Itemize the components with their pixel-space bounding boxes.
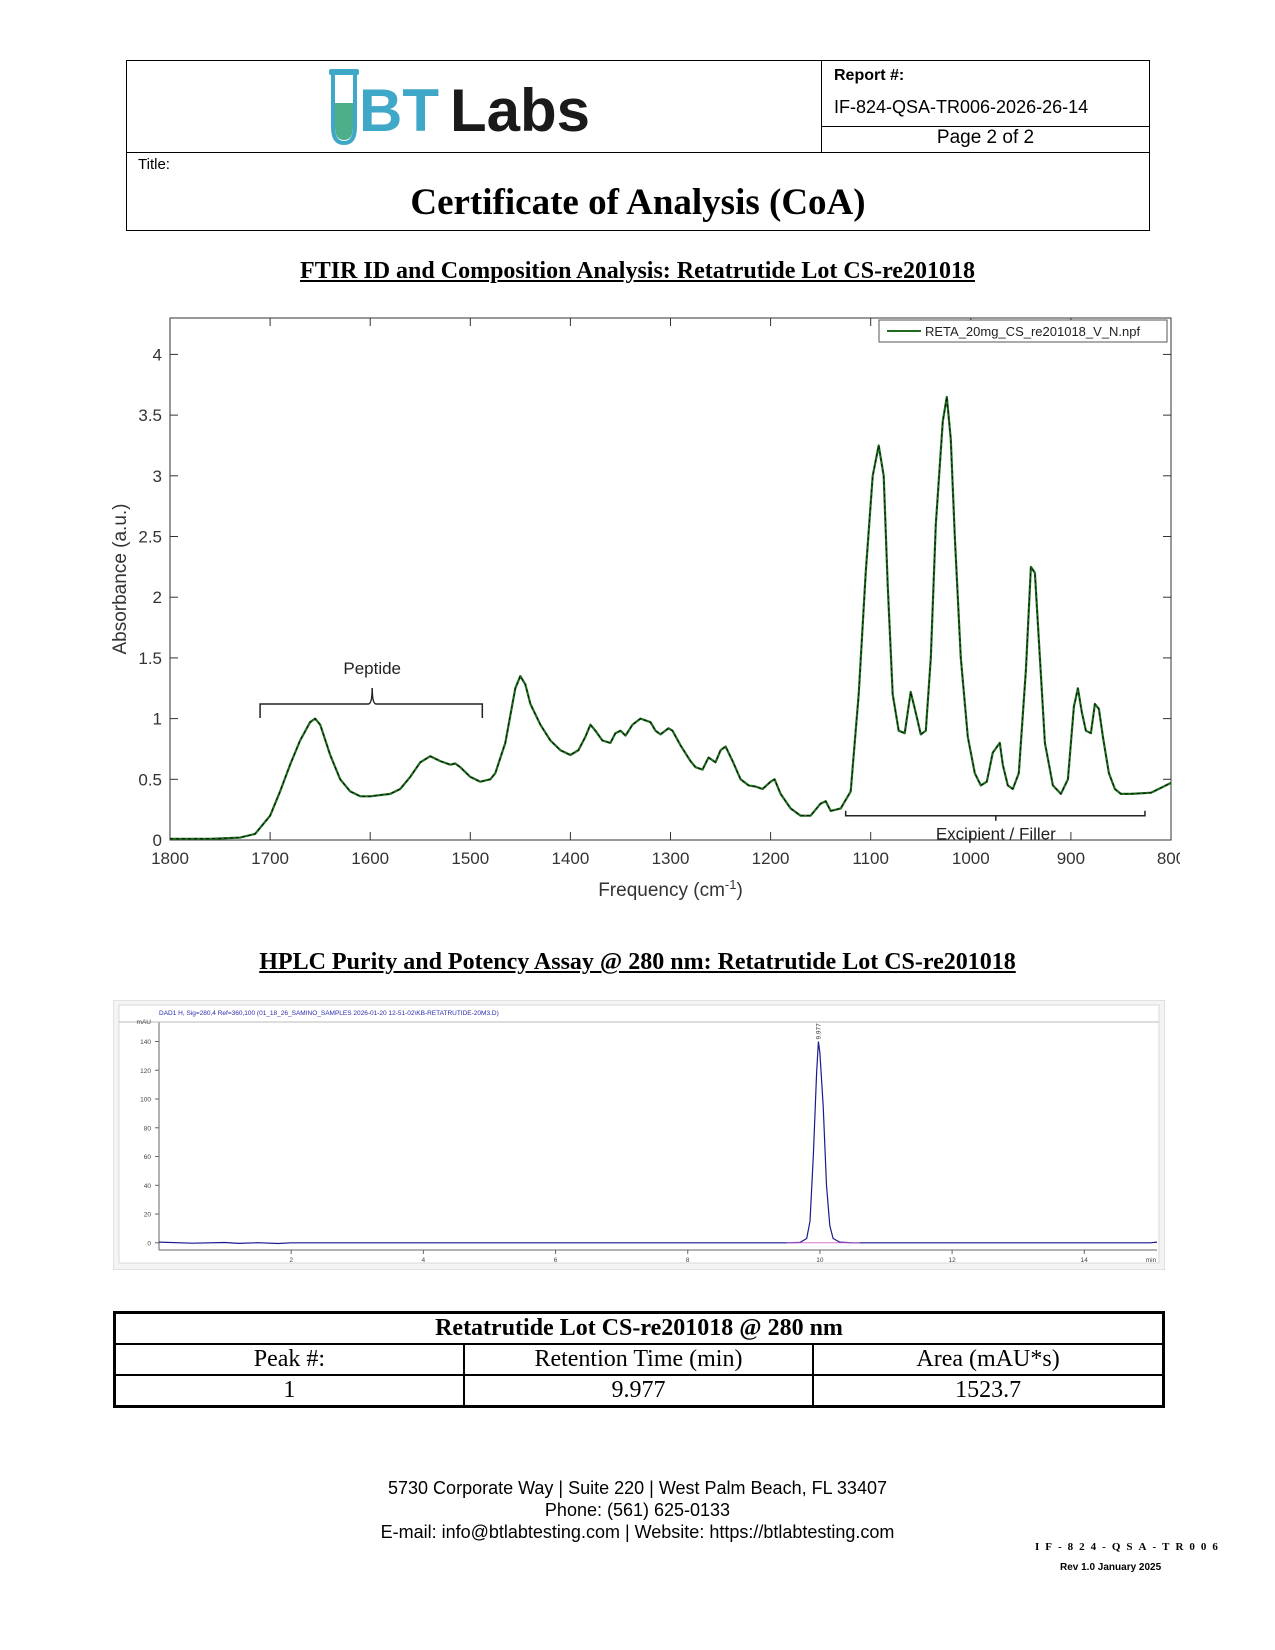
y-axis-label: Absorbance (a.u.)	[110, 503, 131, 654]
column-header-peak: Peak #:	[113, 1343, 465, 1376]
column-header-area: Area (mAU*s)	[812, 1343, 1165, 1376]
hplc-y-tick-label: 0	[147, 1240, 151, 1247]
hplc-y-tick-label: 140	[140, 1039, 151, 1046]
column-header-retention-time: Retention Time (min)	[462, 1343, 815, 1376]
table-row: 1 9.977 1523.7	[113, 1374, 1165, 1408]
hplc-x-tick-label: 4	[422, 1257, 426, 1264]
ftir-spectrum-line	[170, 395, 1172, 840]
x-tick-label: 1500	[451, 849, 489, 868]
hplc-y-tick-label: 40	[144, 1183, 152, 1190]
hplc-x-unit: min	[1146, 1257, 1157, 1264]
y-tick-label: 3.5	[138, 406, 162, 425]
logo-labs-text: Labs	[450, 77, 590, 144]
ftir-plot-frame	[169, 317, 1172, 841]
footer-contact: E-mail: info@btlabtesting.com | Website:…	[380, 1522, 895, 1542]
hplc-x-tick-label: 8	[686, 1257, 690, 1264]
hplc-y-tick-label: 120	[140, 1068, 151, 1075]
hplc-y-tick-label: 60	[144, 1154, 152, 1161]
legend-label: RETA_20mg_CS_re201018_V_N.npf	[925, 324, 1141, 339]
form-code: IF-824-QSA-TR006	[1035, 1541, 1224, 1553]
peptide-bracket	[259, 688, 484, 719]
hplc-trace	[158, 1041, 1158, 1245]
footer-address: 5730 Corporate Way | Suite 220 | West Pa…	[388, 1478, 887, 1498]
x-tick-label: 1600	[351, 849, 389, 868]
y-tick-label: 1.5	[138, 649, 162, 668]
ftir-chart: 1800 1700 1600 1500 1400 1300 1200 1100 1000 900 8…	[110, 317, 1180, 902]
document-title: Certificate of Analysis (CoA)	[410, 182, 866, 223]
x-tick-label: 1700	[251, 849, 289, 868]
ftir-section-title: FTIR ID and Composition Analysis: Retatr…	[300, 258, 975, 284]
btlabs-logo: BT Labs	[325, 63, 625, 149]
hplc-x-tick-label: 6	[554, 1257, 558, 1264]
hplc-x-tick-label: 12	[948, 1257, 956, 1264]
hplc-y-tick-label: 100	[140, 1097, 151, 1104]
peak-retention-label: 9.977	[815, 1023, 822, 1040]
report-header: BT Labs Report #: IF-824-QSA-TR006-2026-…	[126, 60, 1150, 231]
footer-phone: Phone: (561) 625-0133	[544, 1500, 731, 1520]
table-caption: Retatrutide Lot CS-re201018 @ 280 nm	[113, 1311, 1165, 1345]
x-tick-label: 1400	[551, 849, 589, 868]
hplc-section-title: HPLC Purity and Potency Assay @ 280 nm: …	[259, 949, 1016, 975]
table-header-row: Peak #: Retention Time (min) Area (mAU*s…	[113, 1343, 1165, 1376]
legend-box	[878, 319, 1168, 343]
excipient-annotation: Excipient / Filler	[936, 825, 1056, 844]
peptide-annotation: Peptide	[343, 659, 401, 678]
page-indicator: Page 2 of 2	[936, 127, 1035, 148]
x-axis-label: Frequency (cm-1)	[598, 877, 743, 902]
cell-peak-number: 1	[113, 1374, 465, 1408]
excipient-bracket	[844, 810, 1146, 821]
hplc-x-tick-label: 14	[1081, 1257, 1089, 1264]
x-tick-label: 1800	[151, 849, 189, 868]
results-table: Retatrutide Lot CS-re201018 @ 280 nm Pea…	[113, 1311, 1165, 1408]
hplc-y-unit: mAU	[137, 1019, 152, 1026]
y-tick-label: 2.5	[138, 528, 162, 547]
hplc-y-tick-label: 20	[144, 1212, 152, 1219]
y-tick-label: 1	[153, 710, 162, 729]
y-tick-label: 0	[153, 831, 162, 850]
y-tick-label: 3	[153, 467, 162, 486]
test-tube-icon: BT Labs	[329, 69, 590, 146]
report-number-label: Report #:	[834, 67, 905, 84]
ftir-spectrum-overlay	[170, 396, 1172, 840]
hplc-x-tick-label: 10	[816, 1257, 824, 1264]
x-tick-label: 1200	[752, 849, 790, 868]
cell-area: 1523.7	[812, 1374, 1165, 1408]
x-tick-label: 1300	[652, 849, 690, 868]
revision-label: Rev 1.0 January 2025	[1060, 1562, 1162, 1573]
hplc-y-tick-label: 80	[144, 1125, 152, 1132]
hplc-x-tick-label: 2	[289, 1257, 293, 1264]
y-tick-label: 2	[153, 588, 162, 607]
y-tick-label: 4	[153, 345, 162, 364]
title-label: Title:	[138, 156, 170, 173]
x-tick-label: 900	[1057, 849, 1085, 868]
chromatogram-header: DAD1 H, Sig=280,4 Ref=360,100 (01_18_26_…	[159, 1010, 499, 1017]
table-caption-row: Retatrutide Lot CS-re201018 @ 280 nm	[113, 1311, 1165, 1345]
chromatogram-inner	[118, 1004, 1160, 1264]
hplc-chromatogram: DAD1 H, Sig=280,4 Ref=360,100 (01_18_26_…	[113, 1000, 1165, 1270]
x-tick-label: 800	[1157, 849, 1180, 868]
report-number: IF-824-QSA-TR006-2026-26-14	[834, 97, 1089, 117]
x-tick-label: 1100	[852, 849, 889, 868]
y-tick-label: 0.5	[138, 770, 162, 789]
logo-bt-text: BT	[359, 77, 439, 144]
cell-retention-time: 9.977	[462, 1374, 815, 1408]
x-tick-label: 1000	[952, 849, 990, 868]
